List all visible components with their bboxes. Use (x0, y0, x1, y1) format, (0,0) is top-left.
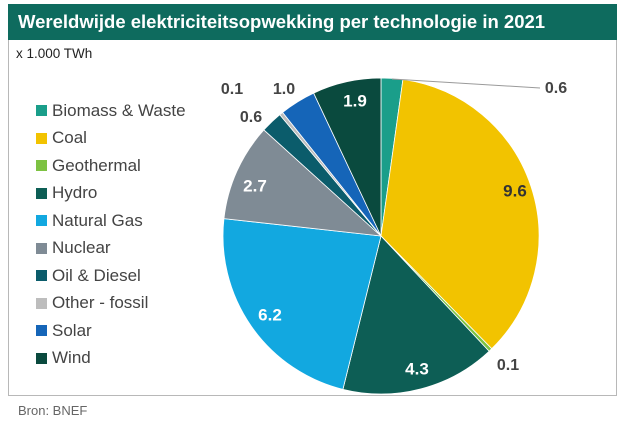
legend-label: Solar (52, 320, 92, 340)
legend-swatch (36, 187, 47, 199)
legend-label: Oil & Diesel (52, 265, 141, 285)
data-label-hydro: 4.3 (405, 359, 429, 378)
data-label-biomass-waste: 0.6 (545, 80, 567, 97)
chart-title: Wereldwijde elektriciteitsopwekking per … (8, 4, 617, 40)
legend-item-nuclear: Nuclear (36, 235, 186, 263)
legend-swatch (36, 242, 47, 254)
legend-swatch (36, 160, 47, 172)
legend-label: Coal (52, 128, 87, 148)
legend-item-geothermal: Geothermal (36, 152, 186, 180)
data-label-coal: 9.6 (503, 181, 527, 200)
slice-coal (380, 79, 540, 350)
legend-swatch (36, 105, 47, 117)
legend-label: Hydro (52, 183, 98, 203)
data-label-natural-gas: 6.2 (258, 305, 282, 324)
slice-wind (313, 77, 382, 237)
legend-label: Wind (52, 348, 91, 368)
legend-swatch (36, 352, 47, 364)
legend-item-oil-diesel: Oil & Diesel (36, 262, 186, 290)
legend-label: Biomass & Waste (52, 100, 186, 120)
data-label-nuclear: 2.7 (243, 176, 267, 195)
data-label-other-fossil: 0.1 (221, 81, 243, 98)
data-label-wind: 1.9 (343, 91, 367, 110)
slice-hydro (342, 235, 490, 395)
legend-item-biomass-waste: Biomass & Waste (36, 97, 186, 125)
legend-item-other-fossil: Other - fossil (36, 290, 186, 318)
legend-item-coal: Coal (36, 125, 186, 153)
source-note: Bron: BNEF (18, 403, 88, 418)
legend-swatch (36, 215, 47, 227)
slice-nuclear (223, 129, 383, 237)
data-label-geothermal: 0.1 (497, 357, 519, 374)
legend-item-hydro: Hydro (36, 180, 186, 208)
leader-line-biomass-waste (391, 78, 541, 89)
legend-swatch (36, 297, 47, 309)
slice-natural-gas (222, 218, 382, 390)
legend-label: Geothermal (52, 155, 141, 175)
data-label-oil-diesel: 0.6 (240, 109, 262, 126)
legend-item-solar: Solar (36, 317, 186, 345)
legend-swatch (36, 132, 47, 144)
legend-swatch (36, 270, 47, 282)
legend-swatch (36, 325, 47, 337)
legend-label: Other - fossil (52, 293, 149, 313)
legend-label: Nuclear (52, 238, 111, 258)
data-label-solar: 1.0 (273, 81, 295, 98)
legend-item-natural-gas: Natural Gas (36, 207, 186, 235)
legend-label: Natural Gas (52, 210, 143, 230)
legend: Biomass & Waste Coal Geothermal Hydro Natura… (36, 97, 186, 372)
unit-label: x 1.000 TWh (16, 46, 93, 61)
legend-item-wind: Wind (36, 345, 186, 373)
